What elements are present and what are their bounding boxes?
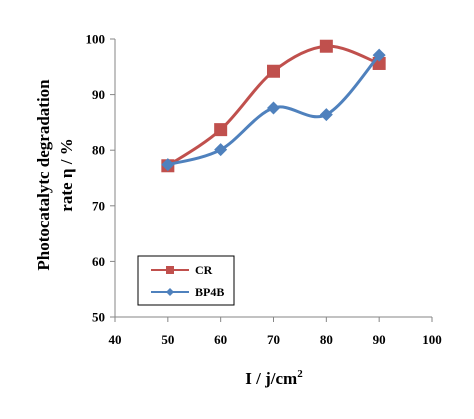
legend-marker-bp4b — [166, 288, 174, 296]
data-point-cr — [267, 64, 280, 78]
series-bp4b — [161, 48, 386, 172]
legend-label-bp4b: BP4B — [195, 285, 224, 299]
data-point-bp4b — [372, 48, 386, 62]
legend-label-cr: CR — [195, 263, 213, 277]
y-tick-label: 50 — [92, 310, 105, 325]
x-axis-title-superscript: 2 — [297, 368, 303, 380]
data-point-bp4b — [267, 101, 280, 115]
x-tick-label: 40 — [109, 332, 122, 347]
data-point-bp4b — [214, 143, 228, 157]
x-tick-label: 100 — [422, 332, 442, 347]
y-tick-label: 70 — [92, 198, 105, 213]
x-tick-label: 80 — [320, 332, 333, 347]
legend: CR BP4B — [137, 255, 235, 306]
x-tick-label: 70 — [267, 332, 280, 347]
data-point-bp4b — [161, 158, 175, 172]
y-tick-label: 90 — [92, 87, 105, 102]
data-point-cr — [214, 123, 228, 137]
axes: 50 60 70 80 90 100 40 50 60 70 80 90 100 — [86, 32, 442, 348]
x-axis-title-text: I / j/cm — [245, 369, 297, 388]
legend-item-cr: CR — [151, 263, 213, 277]
x-tick-label: 60 — [214, 332, 227, 347]
x-tick-label: 90 — [373, 332, 386, 347]
legend-box — [137, 255, 235, 306]
legend-marker-cr — [166, 266, 174, 274]
y-axis-title-line1: Photocatalytc degradation — [34, 79, 53, 271]
x-tick-label: 50 — [161, 332, 174, 347]
series-layer — [161, 39, 386, 173]
x-axis-title: I / j/cm2 — [245, 368, 303, 388]
y-tick-label: 60 — [92, 254, 105, 269]
y-axis-title-line2: rate η / % — [57, 138, 76, 211]
legend-item-bp4b: BP4B — [151, 285, 224, 299]
y-tick-label: 100 — [86, 32, 106, 47]
data-point-cr — [319, 39, 333, 53]
y-tick-label: 80 — [92, 143, 105, 158]
data-point-bp4b — [319, 108, 333, 122]
